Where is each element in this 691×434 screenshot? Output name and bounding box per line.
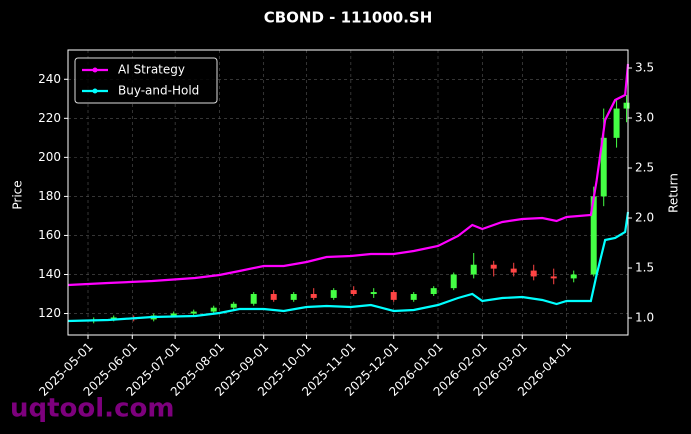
y2-axis-label: Return (667, 173, 681, 213)
chart-title: CBOND - 111000.SH (264, 9, 433, 27)
candle-body (430, 288, 437, 295)
y-axis-label: Price (11, 180, 25, 209)
watermark: uqtool.com (10, 394, 174, 424)
return-line (67, 211, 630, 323)
legend-marker (92, 88, 98, 94)
y-tick-label: 220 (38, 111, 61, 125)
legend: AI Strategy Buy-and-Hold (74, 57, 218, 104)
y-tick-label: 240 (38, 72, 61, 86)
y2-tick-label: 2.0 (635, 211, 654, 225)
candle-body (550, 276, 557, 279)
legend-label: Buy-and-Hold (118, 84, 199, 98)
y-tick-label: 120 (38, 306, 61, 320)
candle-body (510, 268, 517, 273)
y2-tick-label: 1.5 (635, 261, 654, 275)
candle-body (470, 264, 477, 275)
return-line (67, 63, 630, 287)
y2-tick-label: 1.0 (635, 311, 654, 325)
plot-frame (67, 49, 629, 336)
candle-body (210, 307, 217, 312)
y-tick-label: 180 (38, 189, 61, 203)
candle-body (190, 311, 197, 314)
candle-body (370, 292, 377, 295)
candle-body (230, 303, 237, 308)
legend-marker (92, 67, 98, 73)
candle-body (270, 294, 277, 300)
candle-body (450, 274, 457, 289)
candle-body (250, 294, 257, 304)
candle-body (410, 294, 417, 300)
candle-body (530, 270, 537, 277)
candle-body (110, 317, 117, 320)
candle-body (590, 196, 597, 275)
candle-body (310, 294, 317, 298)
legend-label: AI Strategy (118, 63, 185, 77)
candle-body (600, 137, 607, 197)
legend-box (74, 57, 218, 104)
candle-body (570, 274, 577, 279)
candle-body (623, 102, 630, 109)
y-tick-label: 140 (38, 267, 61, 281)
candle-body (330, 290, 337, 298)
y2-tick-label: 2.5 (635, 161, 654, 175)
y2-tick-label: 3.5 (635, 61, 654, 75)
candle-body (613, 108, 620, 138)
y-tick-label: 200 (38, 150, 61, 164)
candle-body (170, 313, 177, 316)
y-tick-label: 160 (38, 228, 61, 242)
candle-body (350, 290, 357, 295)
candle-body (290, 294, 297, 300)
y2-tick-label: 3.0 (635, 111, 654, 125)
candle-body (490, 264, 497, 269)
candle-body (390, 292, 397, 300)
